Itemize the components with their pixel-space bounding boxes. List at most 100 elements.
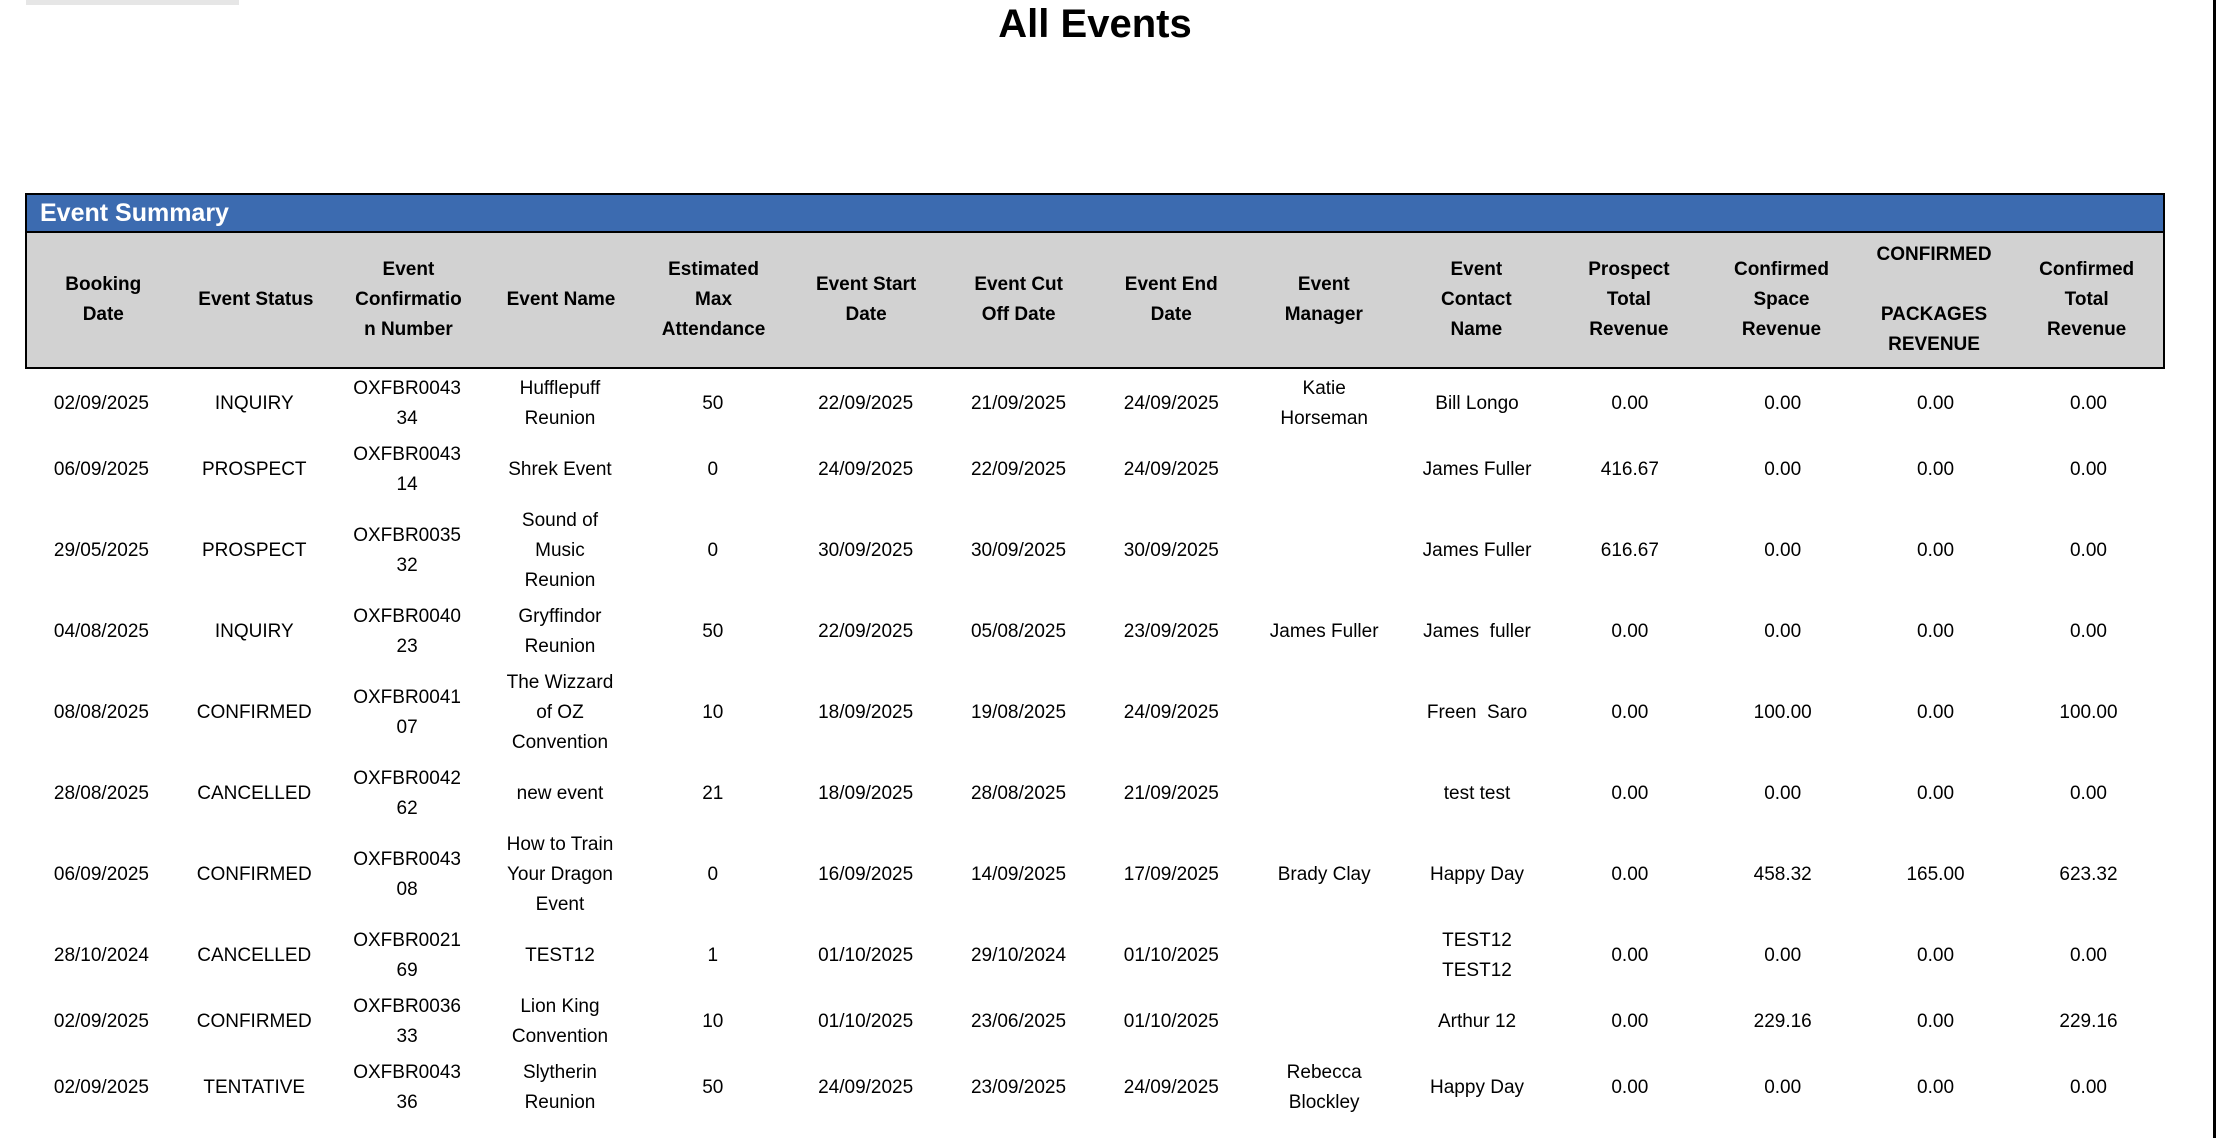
table-cell: 0.00 [1764, 945, 1802, 966]
table-cell: Happy Day [1430, 1077, 1525, 1098]
table-cell: 22/09/2025 [818, 393, 914, 414]
table-cell: TEST12 TEST12 [1442, 930, 1512, 981]
column-header: Event Cut Off Date [974, 274, 1063, 325]
table-cell: 0.00 [1764, 540, 1802, 561]
table-cell: 06/09/2025 [53, 864, 149, 885]
table-cell: OXFBR0043 34 [353, 378, 461, 429]
table-cell: Arthur 12 [1437, 1011, 1517, 1032]
table-row: 02/09/2025 TENTATIVE OXFBR0043 36 Slytherin… [25, 1055, 2165, 1121]
table-cell: OXFBR0021 69 [353, 930, 461, 981]
window-right-border [2213, 0, 2216, 1138]
column-header: Confirmed Space Revenue [1733, 259, 1829, 340]
table-cell: Gryffindor Reunion [518, 606, 602, 657]
column-header-row: Booking Date Event Status Event Confirmati… [27, 233, 2163, 367]
table-cell: 0.00 [1611, 1011, 1649, 1032]
table-cell: 10 [702, 702, 724, 723]
table-cell: James Fuller [1269, 621, 1379, 642]
table-cell: 30/09/2025 [1123, 540, 1219, 561]
table-cell: 06/09/2025 [53, 459, 149, 480]
table-cell: 0 [707, 459, 719, 480]
table-cell: Rebecca Blockley [1286, 1062, 1362, 1113]
column-header: Event Start Date [815, 274, 917, 325]
table-cell [1248, 437, 1401, 503]
table-cell: 50 [702, 1077, 724, 1098]
table-cell: 04/08/2025 [53, 621, 149, 642]
column-header: Confirmed Total Revenue [2039, 259, 2135, 340]
column-header-table: Booking Date Event Status Event Confirmati… [27, 233, 2163, 367]
table-cell: OXFBR0042 62 [353, 768, 461, 819]
table-cell: 0.00 [1917, 621, 1955, 642]
column-header: Event End Date [1124, 274, 1218, 325]
column-header: Event Name [506, 289, 616, 310]
table-cell: 01/10/2025 [818, 1011, 914, 1032]
window-tab-edge [26, 0, 239, 5]
table-cell: James fuller [1423, 621, 1531, 642]
table-cell: 30/09/2025 [818, 540, 914, 561]
table-cell: 100.00 [2059, 702, 2118, 723]
table-cell: 0.00 [1917, 783, 1955, 804]
table-cell: CONFIRMED [196, 1011, 312, 1032]
column-header: Estimated Max Attendance [661, 259, 766, 340]
table-cell: 0.00 [1917, 540, 1955, 561]
table-cell: 01/10/2025 [1123, 1011, 1219, 1032]
table-cell: 24/09/2025 [1123, 393, 1219, 414]
event-summary-title-bar: Event Summary [27, 195, 2163, 233]
table-cell: INQUIRY [214, 393, 294, 414]
table-cell: OXFBR0040 23 [353, 606, 461, 657]
table-cell: Freen Saro [1426, 702, 1528, 723]
table-cell: 616.67 [1600, 540, 1659, 561]
table-cell: 0.00 [1917, 1011, 1955, 1032]
table-cell: 28/10/2024 [53, 945, 149, 966]
table-cell [1248, 503, 1401, 599]
table-cell: 28/08/2025 [970, 783, 1067, 804]
table-cell: CANCELLED [197, 945, 312, 966]
table-cell: 02/09/2025 [53, 1011, 149, 1032]
table-cell: 100.00 [1753, 702, 1812, 723]
table-cell: 01/10/2025 [818, 945, 914, 966]
table-cell: 0.00 [1764, 459, 1802, 480]
column-header: Booking Date [65, 274, 142, 325]
table-cell: 08/08/2025 [53, 702, 149, 723]
table-cell: 19/08/2025 [970, 702, 1067, 723]
table-cell: 50 [702, 621, 724, 642]
table-cell: 165.00 [1906, 864, 1965, 885]
column-header: CONFIRMED PACKAGES REVENUE [1876, 244, 1992, 355]
table-cell: 0.00 [1764, 621, 1802, 642]
table-cell: Shrek Event [508, 459, 612, 480]
table-cell: test test [1443, 783, 1511, 804]
table-cell: 23/09/2025 [1123, 621, 1219, 642]
table-cell: 0.00 [2069, 393, 2107, 414]
table-cell: 21/09/2025 [970, 393, 1067, 414]
column-header: Event Manager [1284, 274, 1363, 325]
table-cell: Slytherin Reunion [522, 1062, 597, 1113]
table-cell: 0.00 [2069, 540, 2107, 561]
table-cell: 18/09/2025 [818, 702, 914, 723]
table-cell: 02/09/2025 [53, 1077, 149, 1098]
table-cell: 30/09/2025 [970, 540, 1067, 561]
table-cell: 29/05/2025 [53, 540, 149, 561]
table-cell: 22/09/2025 [818, 621, 914, 642]
table-cell: INQUIRY [214, 621, 294, 642]
table-cell: 0 [707, 864, 719, 885]
table-cell: 0.00 [2069, 459, 2107, 480]
page-title: All Events [998, 2, 1192, 46]
table-cell: 24/09/2025 [1123, 702, 1219, 723]
table-cell: 0.00 [1611, 702, 1649, 723]
table-cell: Happy Day [1430, 864, 1525, 885]
table-row: 06/09/2025 CONFIRMED OXFBR0043 08 How to Tr… [25, 827, 2165, 923]
table-cell: 23/09/2025 [970, 1077, 1067, 1098]
table-cell [1248, 761, 1401, 827]
table-cell: Brady Clay [1277, 864, 1371, 885]
table-cell: 24/09/2025 [818, 459, 914, 480]
table-row: 02/09/2025 INQUIRY OXFBR0043 34 Hufflepuff … [25, 371, 2165, 437]
column-header: Event Status [198, 289, 314, 310]
table-row: 04/08/2025 INQUIRY OXFBR0040 23 Gryffindor … [25, 599, 2165, 665]
table-cell: 24/09/2025 [1123, 1077, 1219, 1098]
table-cell: 0.00 [1764, 1077, 1802, 1098]
table-cell: 0.00 [1611, 864, 1649, 885]
column-header: Event Contact Name [1440, 259, 1512, 340]
table-cell: Hufflepuff Reunion [519, 378, 601, 429]
table-cell: 0.00 [1917, 459, 1955, 480]
table-cell: 0.00 [1611, 945, 1649, 966]
table-cell: 21/09/2025 [1123, 783, 1219, 804]
